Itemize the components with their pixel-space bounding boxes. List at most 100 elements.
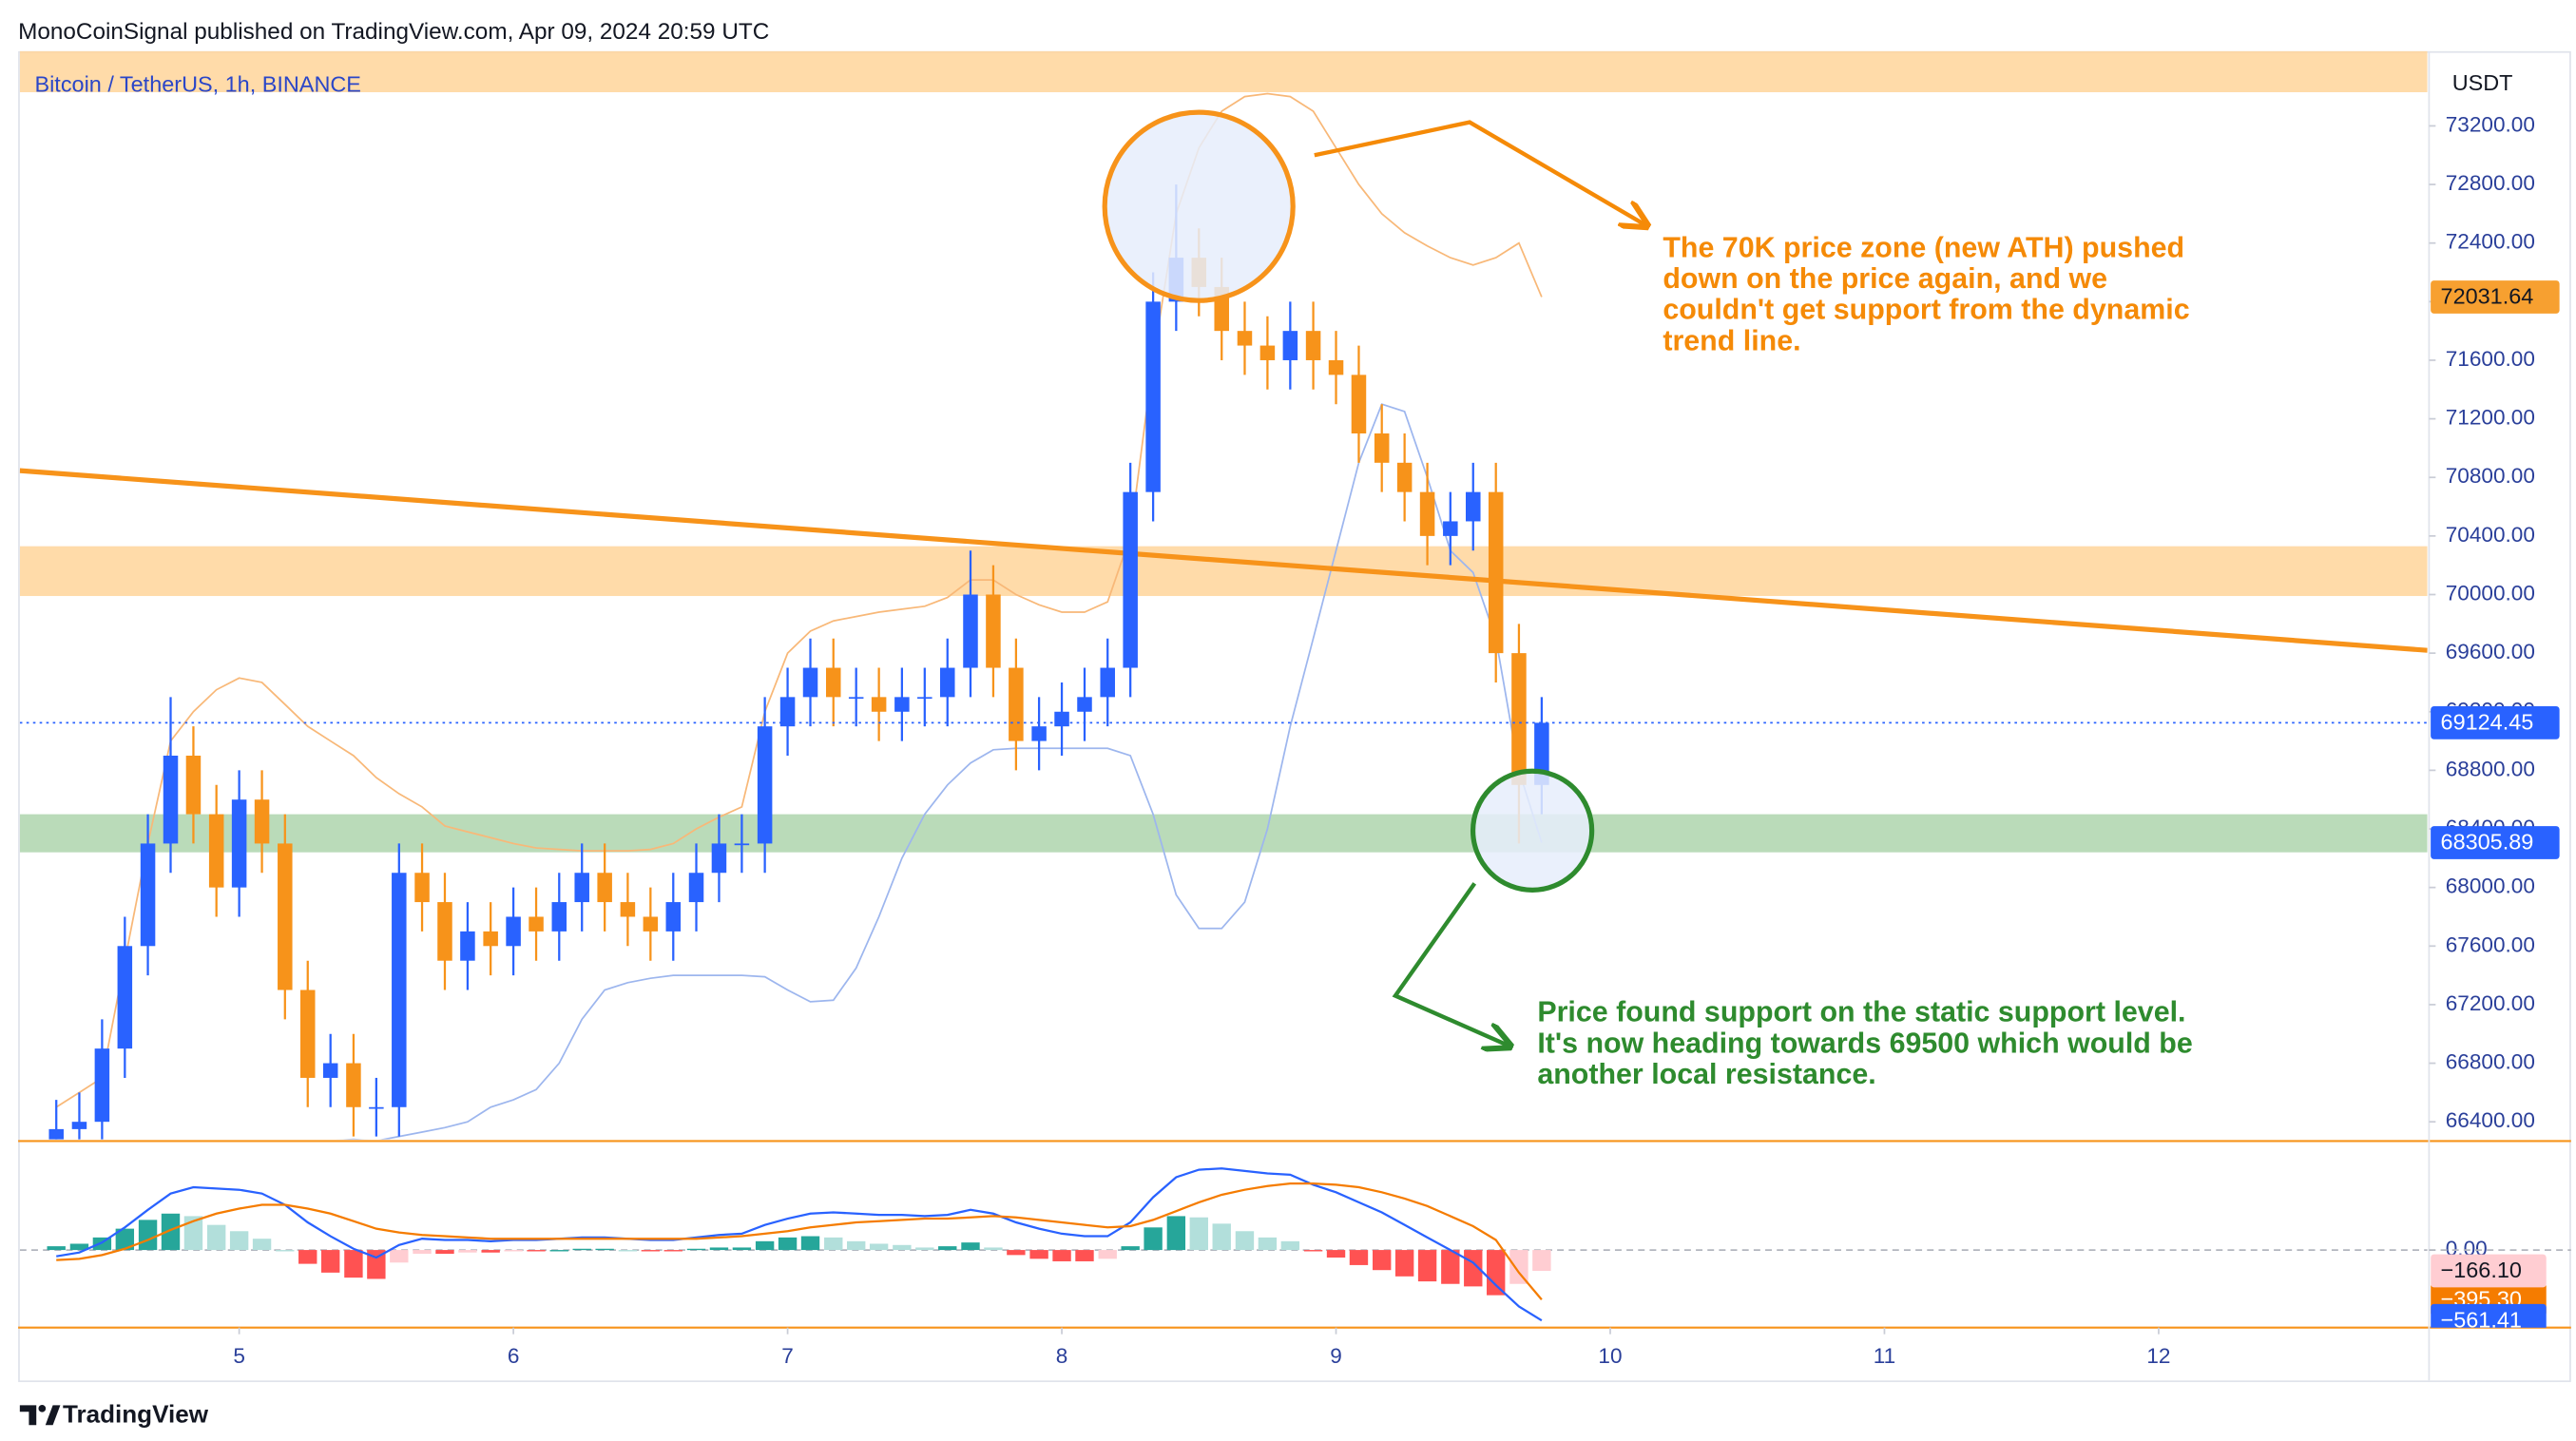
annotation-text: another local resistance. (1537, 1058, 1875, 1090)
x-tick-label: 8 (1056, 1344, 1068, 1368)
annotation-text: couldn't get support from the dynamic (1663, 294, 2189, 326)
y-tick-label: 67600.00 (2446, 932, 2535, 956)
histogram-bar (549, 1250, 568, 1252)
y-tick-label: 71200.00 (2446, 406, 2535, 430)
candle-body (574, 873, 589, 903)
histogram-bar (732, 1247, 752, 1251)
histogram-bar (1509, 1250, 1528, 1284)
histogram-bar (1417, 1250, 1437, 1282)
candle-body (299, 989, 316, 1078)
y-tick-label: 73200.00 (2446, 112, 2535, 136)
histogram-bar (206, 1224, 226, 1251)
histogram-bar (595, 1248, 614, 1251)
highlight-circle (1102, 109, 1296, 303)
macd-pane (19, 1167, 2428, 1322)
candle-body (1443, 521, 1458, 536)
main-pane (19, 50, 2428, 1140)
candle-body (94, 1048, 110, 1123)
candle-body (140, 843, 156, 947)
candle-body (940, 667, 955, 698)
histogram-bar (663, 1250, 682, 1252)
candle-body (894, 697, 910, 712)
histogram-bar (938, 1246, 957, 1251)
y-tick-label: 68000.00 (2446, 874, 2535, 898)
histogram-bar (641, 1250, 661, 1252)
candle-body (529, 916, 544, 932)
candle-body (437, 902, 452, 961)
histogram-bar (1189, 1217, 1208, 1251)
histogram-bar (1121, 1246, 1140, 1251)
candle-body (1077, 697, 1092, 712)
histogram-bar (413, 1250, 432, 1255)
histogram-bar (1075, 1250, 1094, 1261)
candle-body (231, 799, 247, 888)
band-price-tag: 72031.64 (2441, 284, 2534, 309)
histogram-bar (778, 1237, 798, 1251)
macd-tag-bg (2431, 1254, 2547, 1288)
histogram-bar (1373, 1250, 1392, 1271)
histogram-bar (252, 1239, 272, 1251)
histogram-bar (504, 1250, 523, 1252)
currency: USDT (2452, 70, 2513, 95)
histogram-bar (709, 1247, 729, 1251)
candle-body (1466, 491, 1481, 522)
x-tick-label: 11 (1874, 1344, 1895, 1368)
candle-body (48, 1128, 64, 1140)
candle-body (963, 594, 978, 668)
y-tick-label: 70800.00 (2446, 464, 2535, 488)
y-tick-label: 66400.00 (2446, 1108, 2535, 1132)
y-tick-label: 68800.00 (2446, 757, 2535, 780)
band-line (340, 403, 1543, 1140)
band-price-tag: 68305.89 (2441, 830, 2534, 855)
logo-mark (38, 1405, 47, 1412)
candle-body (643, 916, 659, 932)
price-axis: 66400.00 66800.00 67200.00 67600.00 68000.00… (2429, 112, 2560, 1132)
histogram-bar (984, 1247, 1003, 1251)
histogram-bar (320, 1250, 340, 1273)
macd-tag-bg (2431, 1303, 2547, 1328)
candle-body (917, 697, 932, 700)
y-tick-label: 69600.00 (2446, 640, 2535, 663)
histogram-bar (961, 1242, 980, 1251)
candle-body (346, 1063, 361, 1107)
histogram-bar (1349, 1250, 1369, 1265)
x-tick-label: 12 (2146, 1344, 2170, 1368)
annotation-text: Price found support on the static suppor… (1537, 996, 2185, 1028)
histogram-bar (1258, 1237, 1278, 1251)
macd-axis: 0.00−395.30−561.41−166.10 (2431, 1237, 2547, 1328)
candle-body (802, 667, 818, 698)
x-tick-label: 5 (233, 1344, 245, 1368)
price-zone (19, 50, 2428, 93)
histogram-bar (138, 1220, 158, 1251)
candle-body (779, 697, 796, 727)
candle-body (117, 946, 133, 1049)
logo-mark (19, 1405, 37, 1426)
candle-body (665, 902, 682, 932)
histogram-bar (1487, 1250, 1506, 1296)
x-tick-label: 7 (781, 1344, 794, 1368)
histogram-bar (344, 1250, 363, 1278)
x-tick-label: 10 (1598, 1344, 1622, 1368)
highlight-circle (1470, 768, 1595, 893)
candle-body (163, 755, 179, 844)
annotation-text: The 70K price zone (new ATH) pushed (1663, 231, 2184, 263)
macd-line (56, 1167, 1543, 1322)
candle-body (620, 902, 636, 917)
candle-body (1374, 433, 1390, 463)
annotation-text: down on the price again, and we (1663, 262, 2107, 295)
trend-line (19, 468, 2428, 653)
macd-tag: −166.10 (2441, 1258, 2522, 1282)
y-tick-label: 70400.00 (2446, 523, 2535, 547)
candle-body (278, 843, 293, 990)
candle-body (185, 755, 202, 815)
candle-body (1488, 491, 1504, 654)
band-price-tag-bg (2431, 280, 2560, 314)
candle-body (825, 667, 841, 698)
histogram-bar (572, 1248, 591, 1251)
candle-body (757, 726, 773, 844)
logo (19, 1405, 61, 1426)
candle-body (392, 873, 407, 1107)
candle-body (1054, 711, 1069, 727)
candle-body (460, 931, 475, 961)
candle-body (208, 814, 224, 888)
